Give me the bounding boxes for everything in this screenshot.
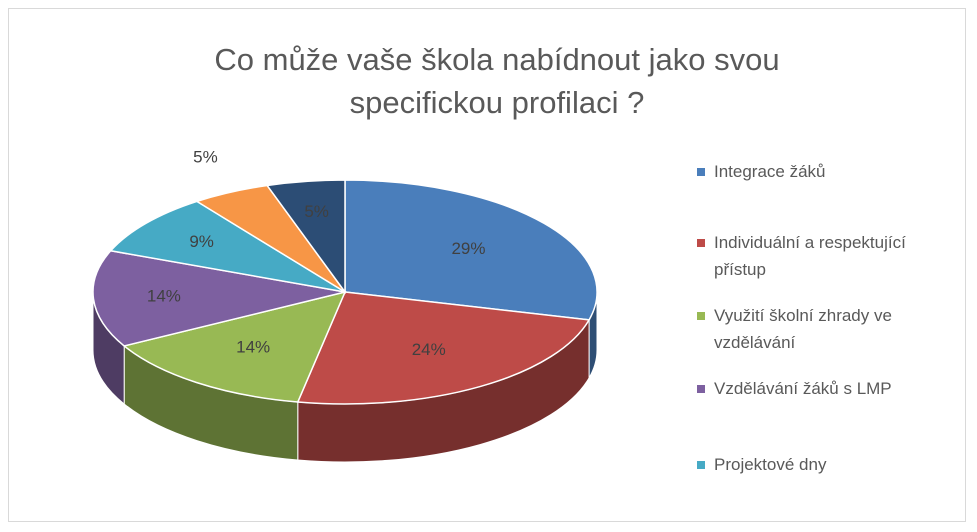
data-label: 9% — [189, 232, 214, 251]
legend-item: Vzdělávání žáků s LMP — [697, 375, 937, 402]
legend-label: Využití školní zhrady ve vzdělávání — [714, 306, 892, 352]
legend-label: Vzdělávání žáků s LMP — [714, 379, 892, 398]
legend-label: Individuální a respektující přístup — [714, 233, 906, 279]
chart-frame — [8, 8, 966, 522]
legend-item: Využití školní zhrady ve vzdělávání — [697, 302, 937, 356]
legend-item: Projektové dny — [697, 451, 937, 478]
legend-item: Integrace žáků — [697, 158, 937, 185]
data-label: 5% — [304, 202, 329, 221]
legend-label: Integrace žáků — [714, 162, 826, 181]
legend-label: Projektové dny — [714, 455, 827, 474]
legend-swatch — [697, 385, 705, 393]
legend-swatch — [697, 312, 705, 320]
slice — [122, 290, 347, 403]
data-label: 14% — [236, 338, 270, 357]
slice — [344, 179, 598, 321]
slice — [265, 179, 346, 295]
slice — [296, 291, 591, 405]
legend-swatch — [697, 168, 705, 176]
data-label: 29% — [451, 239, 485, 258]
legend-swatch — [697, 239, 705, 247]
legend-item: Individuální a respektující přístup — [697, 229, 937, 283]
slice — [92, 249, 346, 347]
data-label: 24% — [412, 340, 446, 359]
slice — [109, 200, 346, 293]
chart-title: Co může vaše škola nabídnout jako svou s… — [214, 42, 780, 120]
legend-swatch — [697, 461, 705, 469]
data-label: 14% — [147, 287, 181, 306]
data-label: 5% — [193, 148, 218, 167]
